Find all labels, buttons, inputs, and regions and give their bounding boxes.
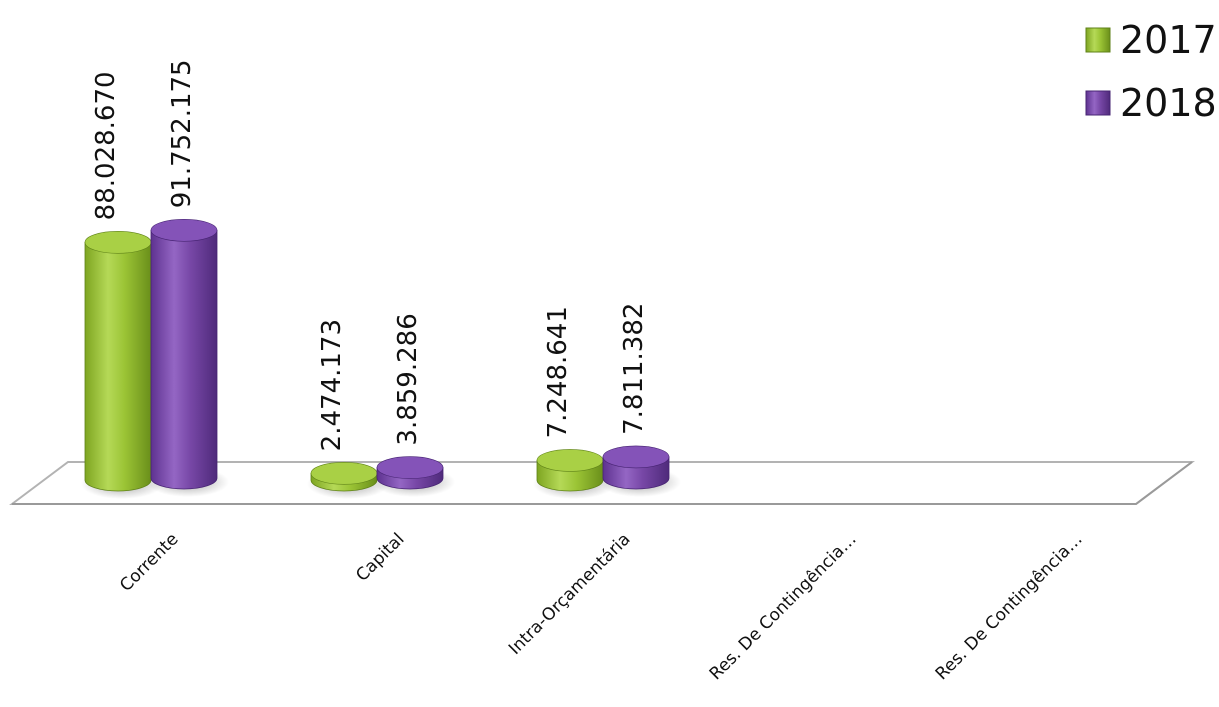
bar-2017-1 <box>307 462 389 499</box>
legend-label-2018: 2018 <box>1120 81 1217 125</box>
data-label-2017-1: 2.474.173 <box>317 319 347 451</box>
legend: 2017 2018 <box>1085 18 1217 125</box>
data-label-2018-1: 3.859.286 <box>393 313 423 445</box>
category-label-1: Capital <box>352 529 408 585</box>
legend-swatch-2017 <box>1085 27 1111 53</box>
category-label-0: Corrente <box>116 529 182 595</box>
bar-2017-0 <box>81 231 163 499</box>
bar-2017-2 <box>533 449 615 499</box>
category-label-4: Res. De Contingência… <box>932 529 1087 684</box>
bar-2018-1 <box>373 456 455 497</box>
data-label-2017-0: 88.028.670 <box>91 71 121 220</box>
category-label-2: Intra-Orçamentária <box>505 529 635 659</box>
bar-2018-2 <box>599 445 681 497</box>
chart-floor-edge <box>12 461 1193 505</box>
data-label-2018-2: 7.811.382 <box>619 303 649 435</box>
data-label-2018-0: 91.752.175 <box>167 59 197 208</box>
data-label-2017-2: 7.248.641 <box>543 306 573 438</box>
legend-label-2017: 2017 <box>1120 18 1217 62</box>
bar-2018-0 <box>147 218 229 497</box>
legend-swatch-2018 <box>1085 90 1111 116</box>
category-label-3: Res. De Contingência… <box>706 529 861 684</box>
